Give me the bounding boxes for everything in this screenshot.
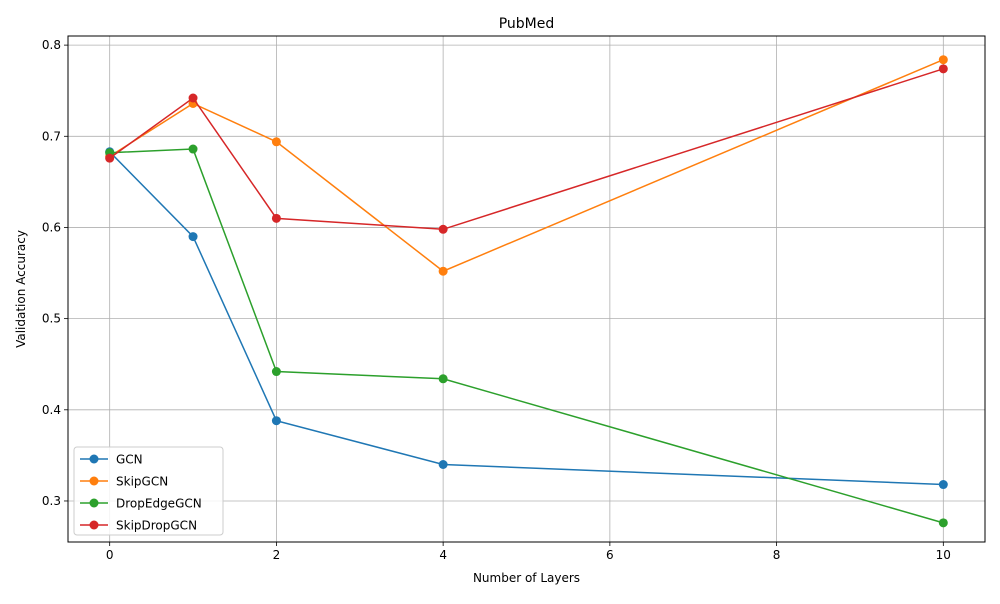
data-point — [105, 153, 115, 163]
data-point — [938, 480, 948, 490]
legend-item: SkipDropGCN — [80, 519, 197, 533]
legend-swatch-marker — [89, 454, 99, 464]
data-point — [271, 367, 281, 377]
series-gcn — [105, 147, 948, 490]
series-line — [109, 68, 944, 231]
legend-item: DropEdgeGCN — [80, 497, 202, 511]
x-tick-label: 8 — [773, 548, 781, 562]
data-point — [438, 224, 448, 234]
legend-box — [73, 446, 224, 536]
x-tick-label: 4 — [439, 548, 447, 562]
data-point — [188, 232, 198, 242]
plot-frame — [67, 35, 986, 543]
data-point — [438, 374, 448, 384]
y-axis-label: Validation Accuracy — [14, 230, 28, 348]
x-axis-label: Number of Layers — [473, 571, 580, 585]
series-skipgcn — [105, 55, 948, 276]
axis-ticks: 0 2 4 6 8 10 0.3 0.4 0.5 0.6 0.7 0.8 — [42, 38, 951, 562]
y-tick-label: 0.5 — [42, 312, 61, 326]
data-point — [938, 64, 948, 74]
y-tick-label: 0.3 — [42, 494, 61, 508]
series-dropedgegcn — [105, 144, 948, 528]
legend-swatch-marker — [89, 498, 99, 508]
data-point — [271, 213, 281, 223]
y-tick-label: 0.4 — [42, 403, 61, 417]
series-line — [109, 148, 944, 524]
series-line — [109, 151, 944, 486]
legend-swatch-marker — [89, 520, 99, 530]
x-tick-label: 6 — [606, 548, 614, 562]
series-group — [105, 55, 948, 528]
data-point — [271, 137, 281, 147]
legend-label: GCN — [116, 453, 143, 467]
legend-label: SkipGCN — [116, 475, 168, 489]
legend-label: DropEdgeGCN — [116, 497, 202, 511]
y-tick-label: 0.7 — [42, 129, 61, 143]
legend-item: SkipGCN — [80, 475, 168, 489]
data-point — [938, 55, 948, 65]
legend: GCN SkipGCN DropEdgeGCN SkipDropGCN — [73, 446, 224, 536]
legend-label: SkipDropGCN — [116, 519, 197, 533]
legend-swatch-marker — [89, 476, 99, 486]
y-tick-label: 0.8 — [42, 38, 61, 52]
data-point — [938, 518, 948, 528]
x-tick-label: 0 — [106, 548, 114, 562]
y-tick-label: 0.6 — [42, 220, 61, 234]
chart-title: PubMed — [499, 16, 555, 32]
data-point — [271, 416, 281, 426]
data-point — [188, 144, 198, 154]
x-tick-label: 10 — [936, 548, 951, 562]
data-point — [438, 266, 448, 276]
x-tick-label: 2 — [273, 548, 281, 562]
legend-item: GCN — [80, 453, 143, 467]
series-skipdropgcn — [105, 64, 948, 234]
series-line — [109, 59, 944, 273]
data-point — [188, 93, 198, 103]
data-point — [438, 460, 448, 470]
